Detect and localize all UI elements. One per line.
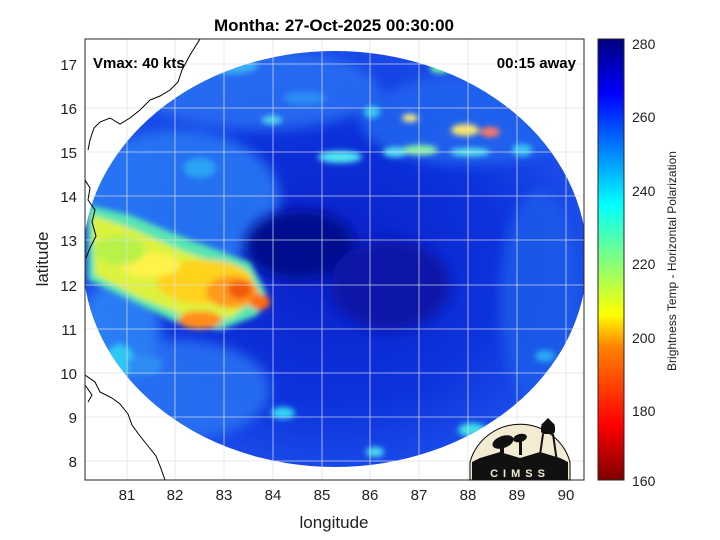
y-tick-label: 14 [60, 189, 77, 206]
x-tick-label: 83 [216, 487, 233, 504]
colorbar-tick-label: 280 [632, 36, 656, 52]
x-tick-label: 85 [314, 487, 331, 504]
x-axis-label: longitude [299, 513, 368, 532]
colorbar-gradient [597, 38, 625, 481]
y-axis: 8 9 10 11 12 13 14 15 16 17 latitude [33, 57, 77, 471]
y-tick-label: 15 [60, 145, 77, 162]
plot-frame [84, 38, 585, 481]
vmax-annotation: Vmax: 40 kts [93, 55, 185, 72]
cimss-logo: CIMSS [469, 418, 571, 481]
y-axis-label: latitude [33, 232, 52, 287]
grid-lines [85, 39, 584, 480]
coastline [85, 39, 201, 480]
y-tick-label: 17 [60, 57, 77, 74]
colorbar-tick-label: 220 [632, 256, 656, 272]
y-tick-label: 8 [69, 454, 77, 471]
time-offset-annotation: 00:15 away [497, 55, 577, 72]
x-tick-label: 86 [362, 487, 379, 504]
x-tick-label: 90 [558, 487, 575, 504]
cimss-logo-text: CIMSS [490, 468, 550, 480]
colorbar-tick-label: 200 [632, 330, 656, 346]
x-tick-label: 84 [265, 487, 282, 504]
cold-cloud-band [88, 205, 270, 330]
chart-title: Montha: 27-Oct-2025 00:30:00 [214, 16, 454, 35]
x-tick-label: 82 [167, 487, 184, 504]
y-tick-label: 16 [60, 101, 77, 118]
colorbar: 280 260 240 220 200 180 160 Brightness T… [597, 36, 679, 489]
scattered-convection [106, 58, 555, 457]
y-tick-label: 12 [60, 278, 77, 295]
plot-area: Vmax: 40 kts 00:15 away CIMSS [84, 38, 585, 481]
y-tick-label: 9 [69, 410, 77, 427]
colorbar-tick-label: 260 [632, 109, 656, 125]
x-tick-label: 89 [509, 487, 526, 504]
colorbar-label: Brightness Temp - Horizontal Polarizatio… [665, 151, 679, 371]
x-axis: 81 82 83 84 85 86 87 88 89 90 longitude [119, 487, 575, 532]
x-tick-label: 88 [460, 487, 477, 504]
colorbar-tick-label: 160 [632, 473, 656, 489]
colorbar-tick-label: 180 [632, 403, 656, 419]
x-tick-label: 87 [411, 487, 428, 504]
x-tick-label: 81 [119, 487, 136, 504]
colorbar-tick-label: 240 [632, 183, 656, 199]
y-tick-label: 10 [60, 366, 77, 383]
satellite-dish-icon [492, 433, 527, 457]
y-tick-label: 13 [60, 233, 77, 250]
y-tick-label: 11 [61, 322, 77, 339]
